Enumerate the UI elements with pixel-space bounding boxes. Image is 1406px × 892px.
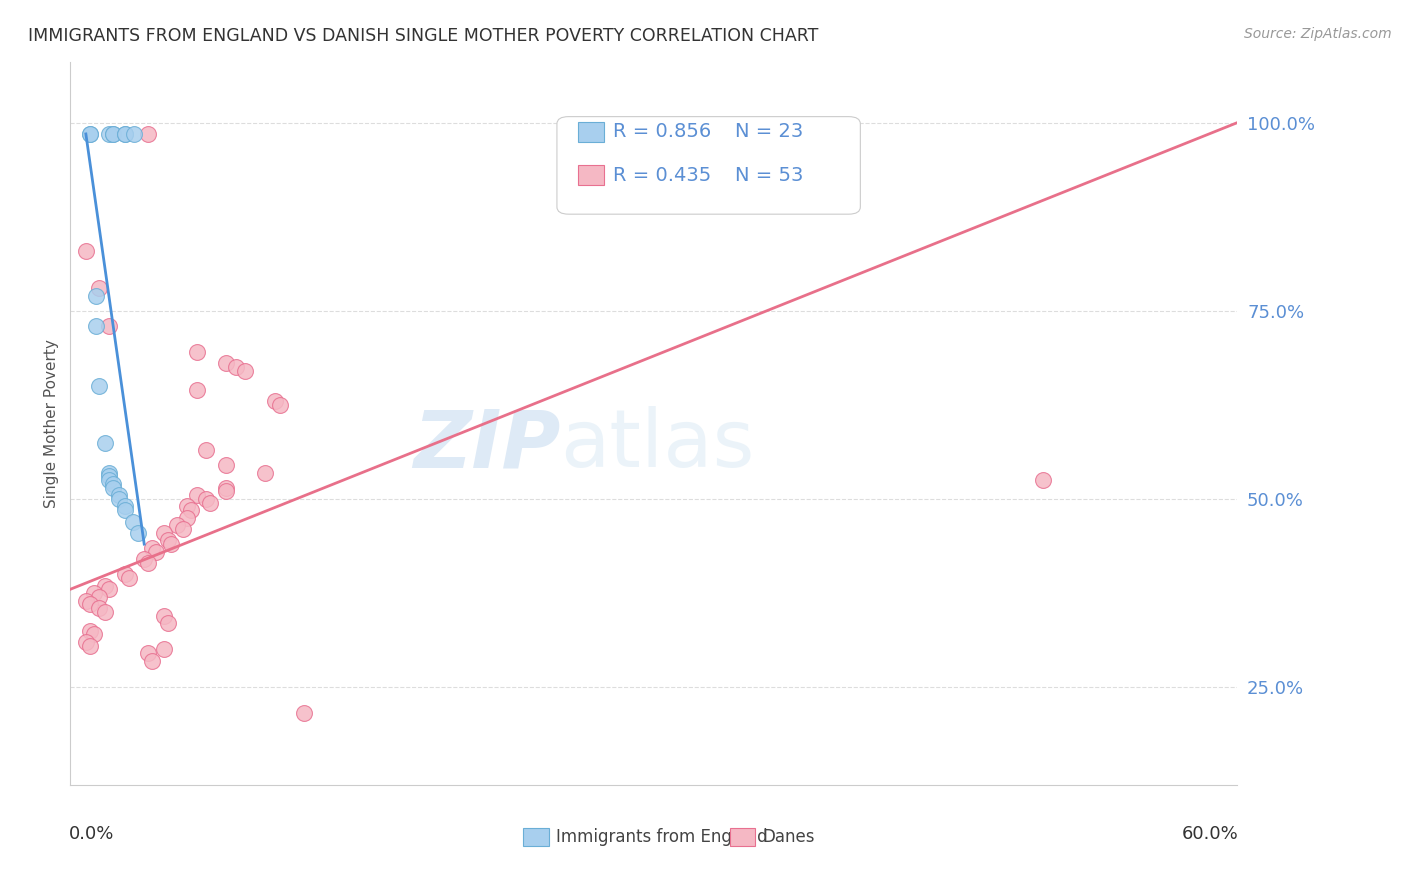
Point — [89, 379, 111, 393]
Point — [98, 582, 121, 597]
Point — [94, 435, 117, 450]
Point — [136, 646, 159, 660]
Point — [180, 503, 202, 517]
Point — [263, 394, 285, 409]
Text: 0.0%: 0.0% — [69, 825, 114, 843]
FancyBboxPatch shape — [523, 829, 548, 847]
Point — [195, 491, 218, 506]
Point — [215, 458, 238, 472]
Point — [118, 571, 141, 585]
Point — [84, 318, 107, 333]
Point — [152, 642, 174, 657]
Point — [83, 627, 105, 641]
Point — [83, 586, 105, 600]
Point — [215, 356, 238, 371]
Point — [186, 488, 208, 502]
FancyBboxPatch shape — [578, 165, 603, 186]
Y-axis label: Single Mother Poverty: Single Mother Poverty — [44, 339, 59, 508]
Point — [215, 481, 238, 495]
Point — [172, 522, 194, 536]
Point — [75, 244, 97, 258]
Text: Immigrants from England: Immigrants from England — [555, 828, 768, 846]
Point — [101, 127, 124, 141]
Point — [79, 127, 101, 141]
Point — [89, 281, 111, 295]
Point — [141, 541, 163, 555]
Point — [176, 510, 198, 524]
Text: N = 53: N = 53 — [735, 166, 804, 185]
Point — [186, 383, 208, 397]
Text: 60.0%: 60.0% — [1181, 825, 1239, 843]
Point — [98, 318, 121, 333]
Point — [101, 476, 124, 491]
Point — [136, 127, 159, 141]
Point — [152, 525, 174, 540]
Point — [134, 552, 156, 566]
Point — [98, 466, 121, 480]
FancyBboxPatch shape — [578, 121, 603, 142]
Point — [200, 496, 222, 510]
Point — [75, 593, 97, 607]
Point — [233, 364, 256, 378]
Point — [94, 578, 117, 592]
Text: Danes: Danes — [762, 828, 815, 846]
Point — [292, 706, 315, 721]
Point — [141, 654, 163, 668]
Point — [156, 533, 179, 548]
Point — [98, 469, 121, 483]
Point — [176, 500, 198, 514]
Point — [79, 598, 101, 612]
Point — [186, 345, 208, 359]
Point — [75, 635, 97, 649]
Point — [195, 443, 218, 458]
Point — [145, 544, 167, 558]
Point — [114, 503, 136, 517]
Point — [160, 537, 183, 551]
Point — [114, 500, 136, 514]
Point — [114, 127, 136, 141]
Point — [124, 127, 146, 141]
Point — [84, 289, 107, 303]
Text: R = 0.435: R = 0.435 — [613, 166, 711, 185]
Point — [89, 601, 111, 615]
Point — [108, 488, 131, 502]
Point — [108, 491, 131, 506]
Point — [269, 398, 291, 412]
Point — [79, 127, 101, 141]
Text: IMMIGRANTS FROM ENGLAND VS DANISH SINGLE MOTHER POVERTY CORRELATION CHART: IMMIGRANTS FROM ENGLAND VS DANISH SINGLE… — [28, 27, 818, 45]
Point — [166, 518, 188, 533]
Point — [225, 360, 247, 375]
Point — [101, 127, 124, 141]
Point — [136, 556, 159, 570]
Text: R = 0.856: R = 0.856 — [613, 122, 711, 141]
Text: ZIP: ZIP — [413, 407, 561, 484]
Text: Source: ZipAtlas.com: Source: ZipAtlas.com — [1244, 27, 1392, 41]
Text: N = 23: N = 23 — [735, 122, 804, 141]
Point — [79, 639, 101, 653]
Point — [1032, 473, 1054, 487]
Point — [152, 608, 174, 623]
Text: atlas: atlas — [561, 407, 755, 484]
Point — [114, 127, 136, 141]
Point — [215, 484, 238, 499]
Point — [101, 481, 124, 495]
Point — [98, 127, 121, 141]
Point — [79, 624, 101, 638]
Point — [114, 567, 136, 582]
Point — [121, 515, 143, 529]
Point — [127, 525, 149, 540]
Point — [156, 616, 179, 631]
Point — [89, 590, 111, 604]
Point — [94, 605, 117, 619]
FancyBboxPatch shape — [557, 117, 860, 214]
FancyBboxPatch shape — [730, 829, 755, 847]
Point — [98, 473, 121, 487]
Point — [253, 466, 276, 480]
